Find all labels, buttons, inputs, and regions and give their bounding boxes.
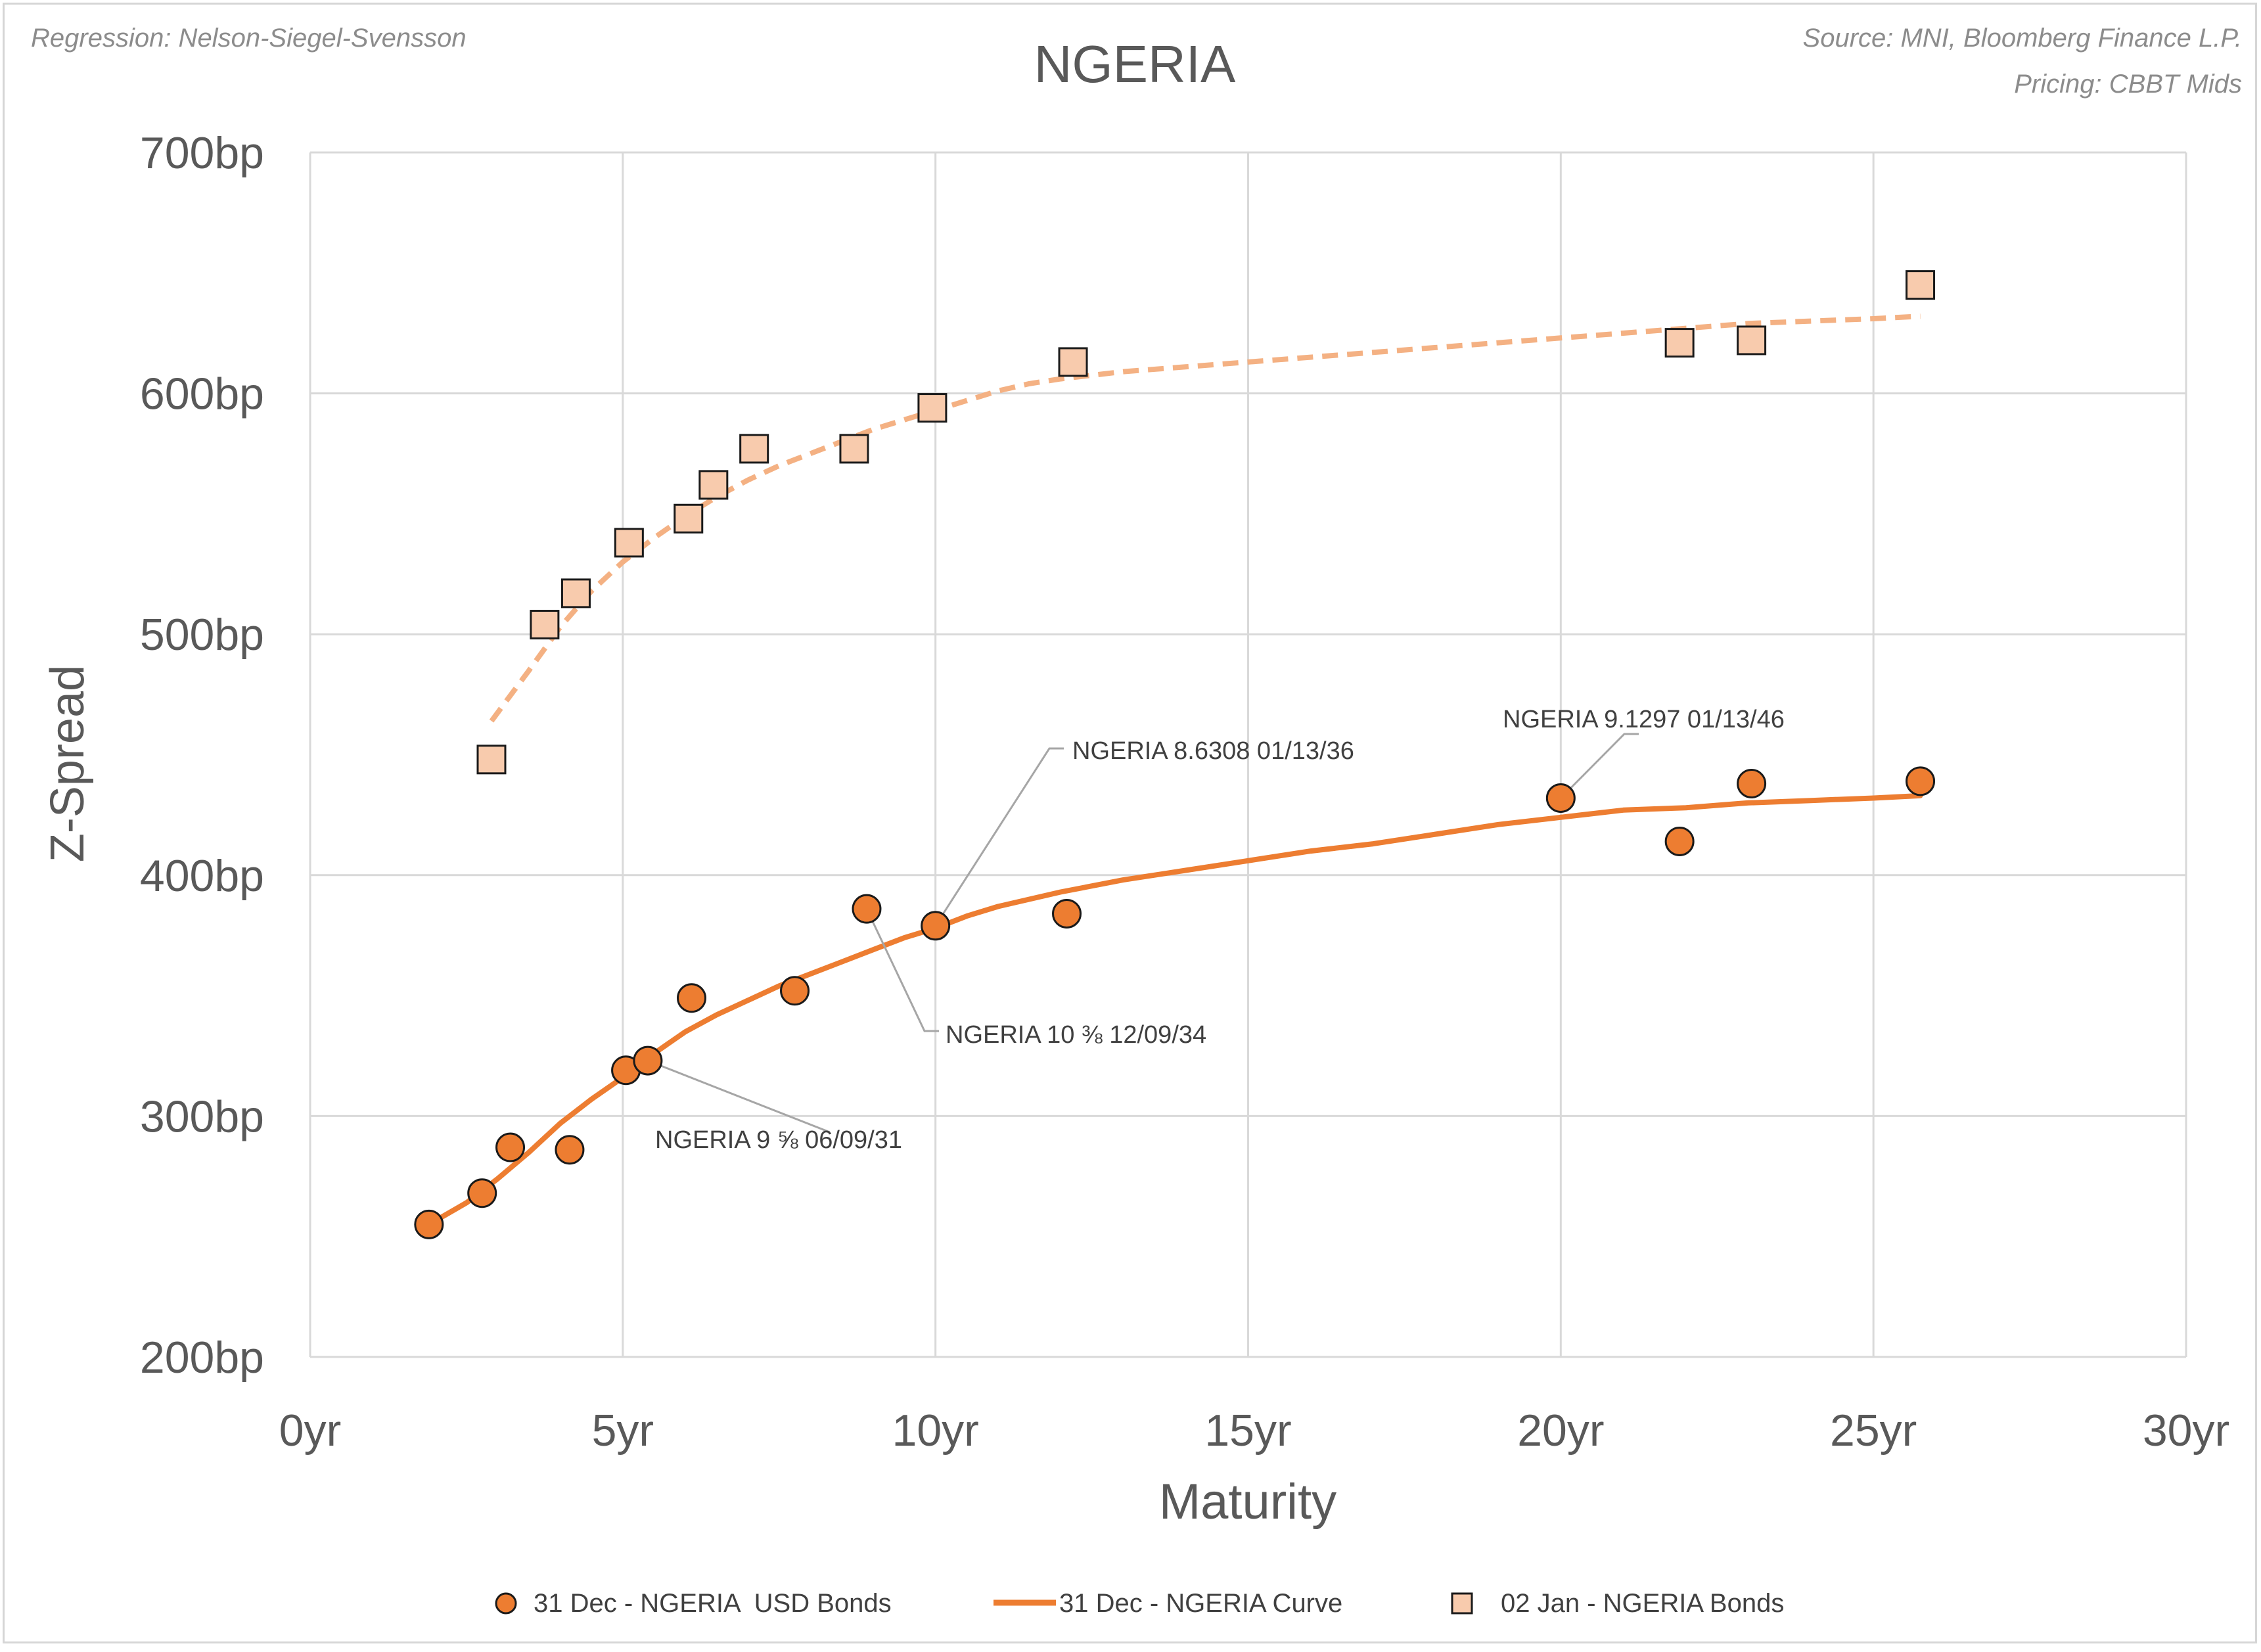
dec-bond-marker — [921, 911, 951, 941]
annotation-ngeria-2036: NGERIA 8.6308 01/13/36 — [1072, 737, 1354, 765]
y-tick-labels: 200bp 300bp 400bp 500bp 600bp 700bp — [140, 128, 264, 1383]
pricing-note: Pricing: CBBT Mids — [2014, 70, 2242, 99]
data-markers — [414, 270, 1936, 1239]
jan-bond-marker — [530, 610, 560, 640]
jan-bond-marker — [560, 578, 591, 608]
dec-bond-marker — [780, 976, 810, 1006]
dec-curve-line — [426, 792, 1923, 1228]
x-tick-label: 30yr — [2143, 1406, 2229, 1456]
chart-title: NGERIA — [1034, 35, 1236, 93]
jan-bond-marker — [1058, 347, 1088, 377]
jan-curve-line — [489, 313, 1921, 723]
dec-bond-marker — [555, 1135, 585, 1165]
chart-canvas: Regression: Nelson-Siegel-Svensson Sourc… — [31, 24, 2242, 1618]
y-axis-label: Z-Spread — [41, 665, 94, 862]
jan-bond-marker — [1664, 328, 1695, 358]
x-tick-label: 0yr — [279, 1406, 341, 1456]
x-tick-label: 20yr — [1517, 1406, 1604, 1456]
jan-bond-marker — [674, 503, 704, 534]
y-tick-label: 700bp — [140, 128, 264, 178]
y-tick-label: 500bp — [140, 610, 264, 660]
jan-bond-marker — [698, 470, 729, 500]
x-tick-label: 15yr — [1204, 1406, 1291, 1456]
y-tick-label: 200bp — [140, 1333, 264, 1383]
annotation-ngeria-2034: NGERIA 10 ⅜ 12/09/34 — [946, 1021, 1206, 1049]
x-tick-label: 5yr — [592, 1406, 654, 1456]
jan-bond-marker — [917, 393, 948, 423]
dec-bond-marker — [1052, 898, 1082, 929]
jan-bond-marker — [614, 528, 644, 558]
regression-note: Regression: Nelson-Siegel-Svensson — [31, 24, 467, 53]
x-tick-labels: 0yr 5yr 10yr 15yr 20yr 25yr 30yr — [279, 1406, 2229, 1456]
legend-square-icon — [1451, 1592, 1473, 1615]
annotation-ngeria-2031: NGERIA 9 ⅝ 06/09/31 — [655, 1126, 902, 1154]
annotation-leader-line — [934, 747, 1064, 927]
jan-bond-marker — [476, 745, 507, 775]
curve-lines — [426, 313, 1923, 1228]
dec-bond-marker — [414, 1209, 444, 1239]
dec-bond-marker — [1664, 826, 1695, 856]
x-tick-label: 25yr — [1830, 1406, 1917, 1456]
y-tick-label: 400bp — [140, 851, 264, 901]
legend-label-usd-bonds: 31 Dec - NGERIA USD Bonds — [534, 1589, 892, 1618]
dec-bond-marker — [1737, 768, 1767, 798]
legend-circle-icon — [495, 1592, 517, 1615]
dec-bond-marker — [677, 983, 707, 1013]
legend-label-curve: 31 Dec - NGERIA Curve — [1059, 1589, 1342, 1618]
annotation-ngeria-2046: NGERIA 9.1297 01/13/46 — [1503, 706, 1785, 733]
annotation-leader-line — [865, 908, 939, 1032]
x-axis-label: Maturity — [1159, 1474, 1336, 1530]
x-tick-label: 10yr — [892, 1406, 979, 1456]
jan-bond-marker — [1906, 270, 1936, 300]
annotation-leaders — [647, 733, 1639, 1134]
dec-bond-marker — [852, 894, 882, 924]
y-tick-label: 300bp — [140, 1091, 264, 1141]
annotation-leader-line — [1560, 733, 1639, 799]
dec-bond-marker — [1545, 783, 1576, 813]
grid-lines — [309, 151, 2187, 1358]
chart-frame: Regression: Nelson-Siegel-Svensson Sourc… — [3, 3, 2257, 1643]
legend-label-jan-bonds: 02 Jan - NGERIA Bonds — [1501, 1589, 1784, 1618]
legend: 31 Dec - NGERIA USD Bonds 31 Dec - NGERI… — [495, 1589, 1784, 1618]
jan-bond-marker — [1737, 325, 1767, 356]
y-tick-label: 600bp — [140, 369, 264, 419]
dec-bond-marker — [467, 1178, 497, 1208]
dec-bond-marker — [495, 1132, 526, 1162]
source-note: Source: MNI, Bloomberg Finance L.P. — [1803, 24, 2242, 53]
jan-bond-marker — [739, 434, 769, 464]
dec-bond-marker — [633, 1045, 663, 1076]
annotation-leader-line — [647, 1059, 831, 1134]
jan-bond-marker — [839, 434, 869, 464]
dec-bond-marker — [1906, 766, 1936, 796]
